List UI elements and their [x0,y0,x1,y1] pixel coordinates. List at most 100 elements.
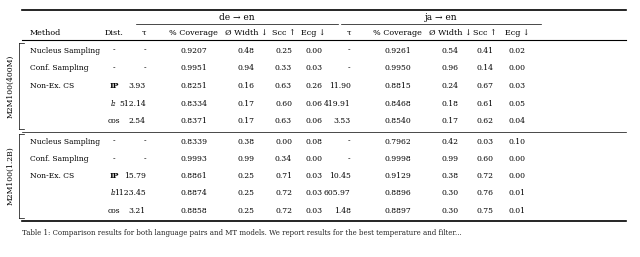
Text: 419.91: 419.91 [324,100,351,108]
Text: 0.08: 0.08 [305,137,322,145]
Text: Table 1: Comparison results for both language pairs and MT models. We report res: Table 1: Comparison results for both lan… [22,229,462,237]
Text: Method: Method [30,29,61,37]
Text: τ: τ [141,29,146,37]
Text: Conf. Sampling: Conf. Sampling [30,64,89,72]
Text: 0.16: 0.16 [238,82,255,90]
Text: 0.03: 0.03 [477,137,493,145]
Text: 0.7962: 0.7962 [384,137,411,145]
Text: 0.18: 0.18 [442,100,458,108]
Text: 0.8371: 0.8371 [180,117,207,125]
Text: 0.00: 0.00 [305,155,322,163]
Text: 0.03: 0.03 [305,64,322,72]
Text: 0.72: 0.72 [275,207,292,215]
Text: 0.8339: 0.8339 [180,137,207,145]
Text: 0.8334: 0.8334 [180,100,207,108]
Text: 0.25: 0.25 [238,172,255,180]
Text: 3.93: 3.93 [129,82,146,90]
Text: 0.06: 0.06 [305,100,322,108]
Text: 0.8468: 0.8468 [384,100,411,108]
Text: 0.00: 0.00 [509,155,525,163]
Text: -: - [348,155,351,163]
Text: -: - [348,47,351,54]
Text: 0.72: 0.72 [275,189,292,197]
Text: 1123.45: 1123.45 [114,189,146,197]
Text: 0.9129: 0.9129 [384,172,411,180]
Text: 2.54: 2.54 [129,117,146,125]
Text: 0.9993: 0.9993 [180,155,207,163]
Text: 3.21: 3.21 [129,207,146,215]
Text: 0.14: 0.14 [477,64,493,72]
Text: 0.67: 0.67 [477,82,493,90]
Text: -: - [113,137,115,145]
Text: 0.60: 0.60 [477,155,493,163]
Text: 0.9998: 0.9998 [384,155,411,163]
Text: 0.30: 0.30 [442,207,458,215]
Text: Nucleus Sampling: Nucleus Sampling [30,47,100,54]
Text: 0.33: 0.33 [275,64,292,72]
Text: 0.75: 0.75 [477,207,493,215]
Text: 0.01: 0.01 [509,189,525,197]
Text: 0.04: 0.04 [509,117,525,125]
Text: 0.9261: 0.9261 [384,47,411,54]
Text: Ecg ↓: Ecg ↓ [301,29,326,37]
Text: Scc ↑: Scc ↑ [473,29,497,37]
Text: -: - [113,64,115,72]
Text: 0.8858: 0.8858 [180,207,207,215]
Text: Ø Width ↓: Ø Width ↓ [429,29,471,37]
Text: 0.03: 0.03 [305,207,322,215]
Text: 10.45: 10.45 [329,172,351,180]
Text: 0.76: 0.76 [477,189,493,197]
Text: 0.63: 0.63 [275,117,292,125]
Text: Non-Ex. CS: Non-Ex. CS [30,82,74,90]
Text: % Coverage: % Coverage [170,29,218,37]
Text: cos: cos [108,117,120,125]
Text: l₂: l₂ [111,189,116,197]
Text: 0.00: 0.00 [275,137,292,145]
Text: 11.90: 11.90 [329,82,351,90]
Text: Dist.: Dist. [104,29,124,37]
Text: 1.48: 1.48 [333,207,351,215]
Text: 0.60: 0.60 [275,100,292,108]
Text: 0.00: 0.00 [305,47,322,54]
Text: 0.99: 0.99 [238,155,255,163]
Text: 0.8815: 0.8815 [384,82,411,90]
Text: 0.72: 0.72 [477,172,493,180]
Text: 0.06: 0.06 [305,117,322,125]
Text: 0.71: 0.71 [275,172,292,180]
Text: 0.8540: 0.8540 [384,117,411,125]
Text: Conf. Sampling: Conf. Sampling [30,155,89,163]
Text: 0.8874: 0.8874 [180,189,207,197]
Text: 0.8251: 0.8251 [180,82,207,90]
Text: cos: cos [108,207,120,215]
Text: 0.8861: 0.8861 [180,172,207,180]
Text: 512.14: 512.14 [119,100,146,108]
Text: 0.05: 0.05 [509,100,525,108]
Text: 0.9207: 0.9207 [180,47,207,54]
Text: de → en: de → en [220,13,255,23]
Text: -: - [143,137,146,145]
Text: 0.62: 0.62 [477,117,493,125]
Text: % Coverage: % Coverage [373,29,422,37]
Text: 0.10: 0.10 [509,137,525,145]
Text: 0.03: 0.03 [305,172,322,180]
Text: M2M100(400M): M2M100(400M) [6,54,14,118]
Text: 0.96: 0.96 [442,64,458,72]
Text: Nucleus Sampling: Nucleus Sampling [30,137,100,145]
Text: 0.00: 0.00 [509,172,525,180]
Text: 0.54: 0.54 [442,47,458,54]
Text: 0.99: 0.99 [442,155,458,163]
Text: 0.00: 0.00 [509,64,525,72]
Text: M2M100(1.2B): M2M100(1.2B) [6,147,14,205]
Text: 15.79: 15.79 [124,172,146,180]
Text: 0.63: 0.63 [275,82,292,90]
Text: IP: IP [109,172,118,180]
Text: -: - [143,155,146,163]
Text: Ø Width ↓: Ø Width ↓ [225,29,268,37]
Text: 3.53: 3.53 [333,117,351,125]
Text: 0.24: 0.24 [442,82,458,90]
Text: 0.03: 0.03 [509,82,525,90]
Text: 0.02: 0.02 [509,47,525,54]
Text: 0.25: 0.25 [238,189,255,197]
Text: 0.8896: 0.8896 [384,189,411,197]
Text: 0.17: 0.17 [238,117,255,125]
